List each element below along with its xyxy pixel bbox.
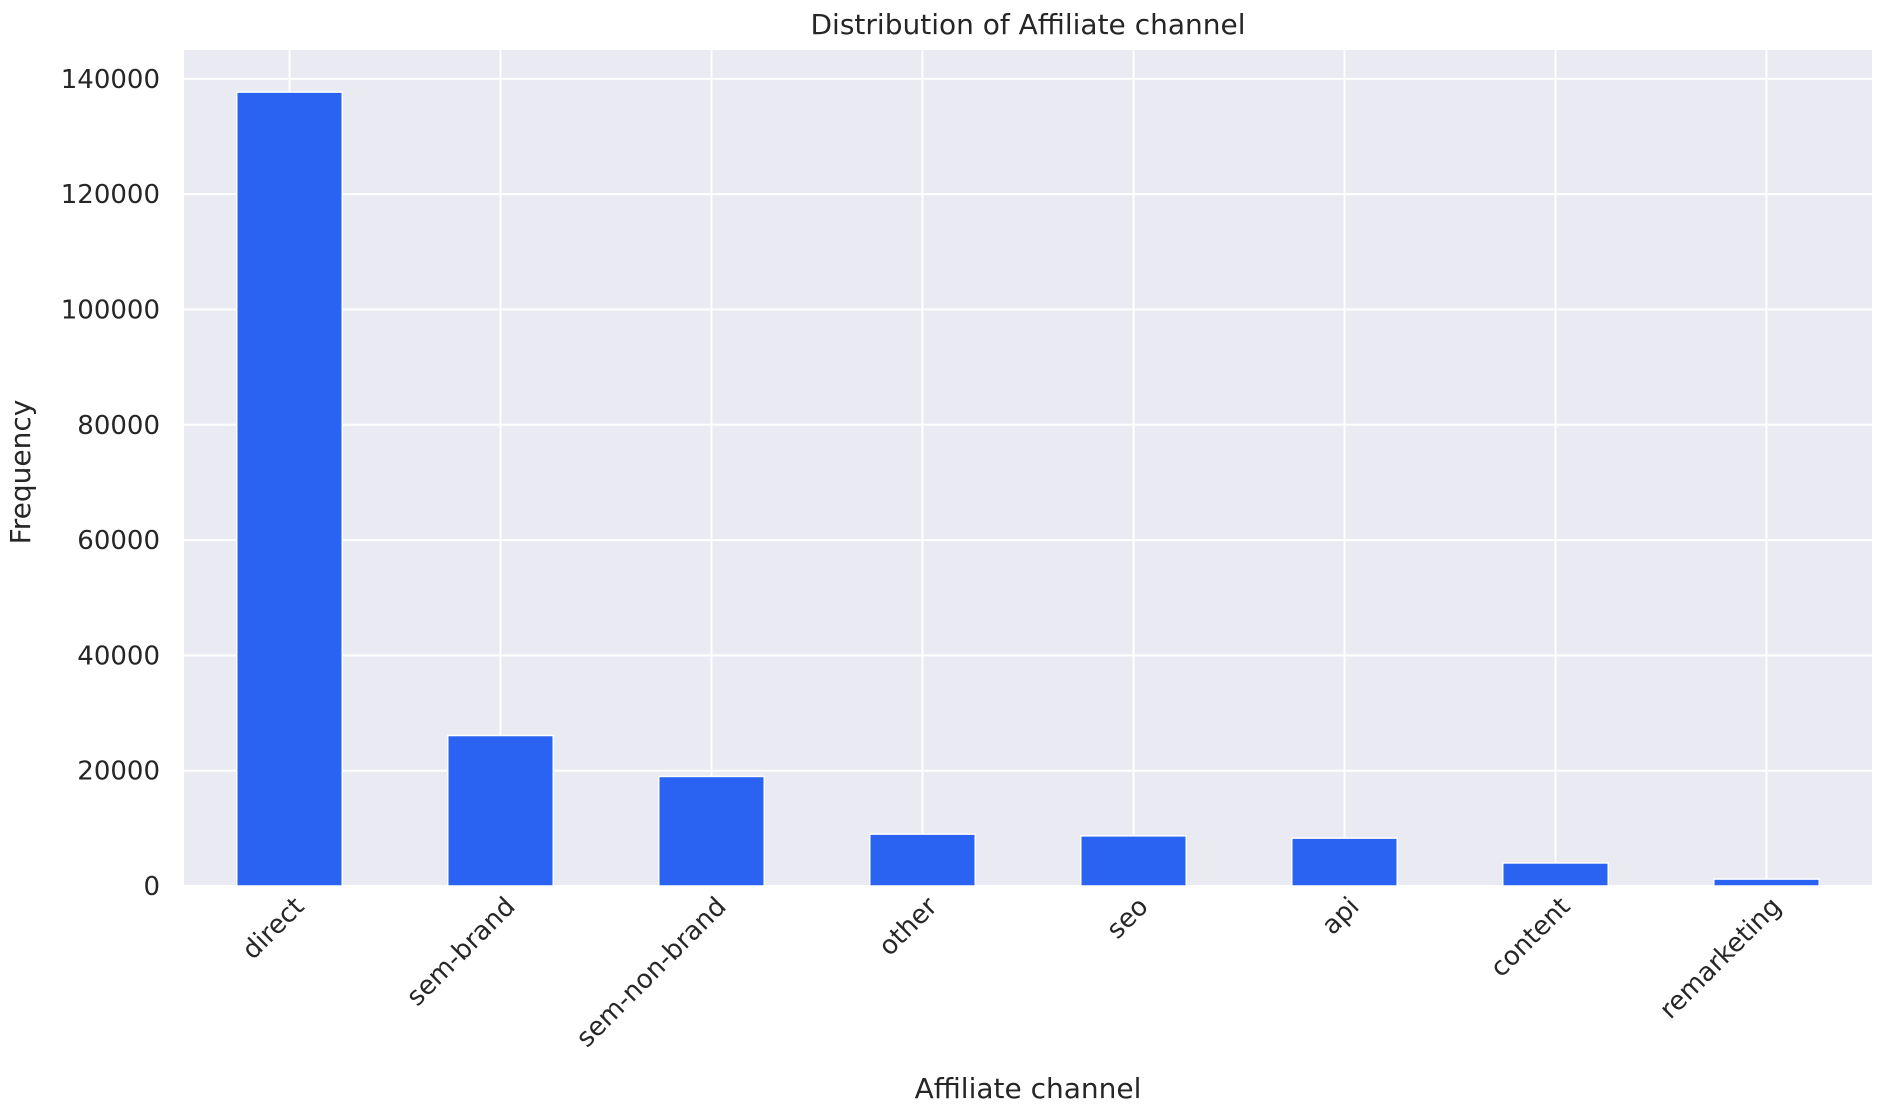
bar-api xyxy=(1291,837,1398,887)
y-tick-labels: 0 20000 40000 60000 80000 100000 120000 140000 xyxy=(61,65,160,902)
x-tick-label-api: api xyxy=(1316,892,1365,941)
chart-title: Distribution of Affiliate channel xyxy=(811,8,1246,41)
x-tick-label-sem-brand: sem-brand xyxy=(401,892,521,1012)
gridlines xyxy=(184,50,1872,887)
y-tick-label: 60000 xyxy=(77,526,160,556)
bars xyxy=(236,91,1820,887)
x-tick-label-direct: direct xyxy=(237,892,311,966)
plot-background xyxy=(184,50,1872,886)
x-tick-label-remarketing: remarketing xyxy=(1654,892,1787,1025)
x-tick-labels: direct sem-brand sem-non-brand other seo api c… xyxy=(237,892,1788,1054)
y-tick-label: 140000 xyxy=(61,65,160,95)
y-tick-label: 100000 xyxy=(61,295,160,325)
bar-seo xyxy=(1080,835,1187,887)
bar-sem-non-brand xyxy=(658,775,765,887)
y-tick-label: 20000 xyxy=(77,757,160,787)
x-tick-label-other: other xyxy=(873,892,943,962)
y-tick-label: 120000 xyxy=(61,180,160,210)
bar-other xyxy=(869,833,976,887)
bar-direct xyxy=(236,91,343,887)
y-tick-label: 80000 xyxy=(77,411,160,441)
bar-remarketing xyxy=(1713,878,1820,887)
x-tick-label-sem-non-brand: sem-non-brand xyxy=(571,892,733,1054)
bar-content xyxy=(1502,862,1609,887)
x-tick-label-content: content xyxy=(1485,892,1577,984)
x-axis-label: Affiliate channel xyxy=(915,1072,1142,1105)
y-tick-label: 0 xyxy=(143,872,160,902)
y-tick-label: 40000 xyxy=(77,641,160,671)
bar-sem-brand xyxy=(447,734,554,887)
y-axis-label: Frequency xyxy=(4,400,37,545)
x-tick-label-seo: seo xyxy=(1101,892,1154,945)
